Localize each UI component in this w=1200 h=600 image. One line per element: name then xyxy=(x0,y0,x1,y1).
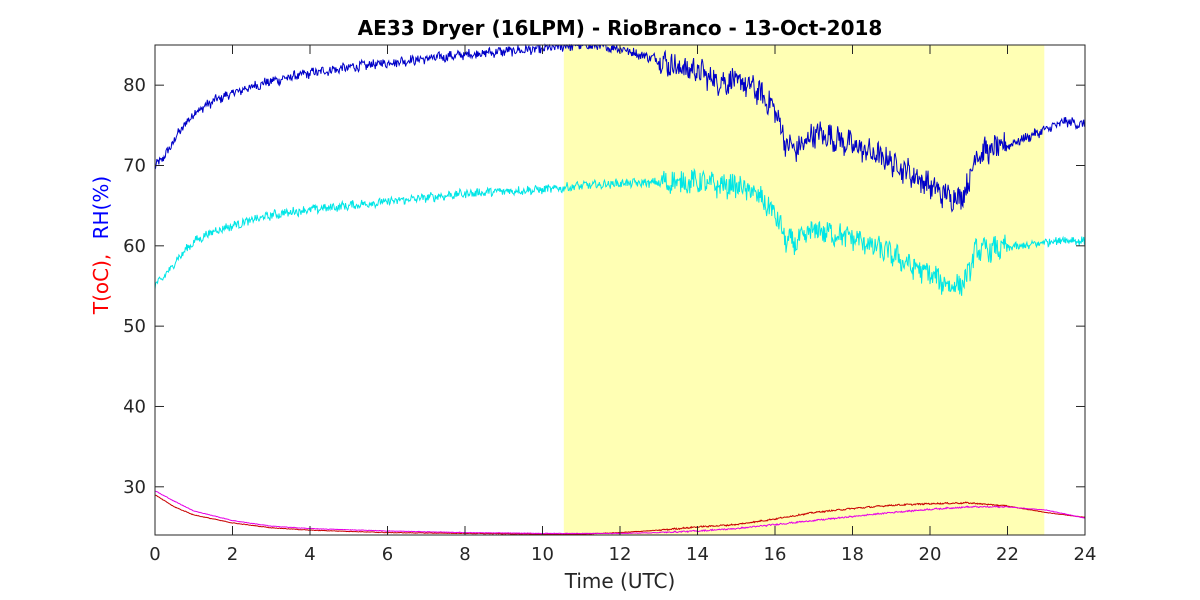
shaded-region xyxy=(563,45,1045,535)
x-tick-label: 10 xyxy=(531,544,554,565)
x-tick-label: 8 xyxy=(459,544,470,565)
y-axis-label: T(oC), RH(%) xyxy=(89,176,113,315)
x-tick-label: 12 xyxy=(609,544,632,565)
y-tick-label: 30 xyxy=(123,477,146,498)
y-tick-label: 60 xyxy=(123,236,146,257)
x-tick-label: 4 xyxy=(304,544,315,565)
x-axis-label: Time (UTC) xyxy=(564,569,676,593)
x-tick-label: 14 xyxy=(686,544,709,565)
y-tick-label: 70 xyxy=(123,155,146,176)
x-tick-label: 2 xyxy=(227,544,238,565)
x-tick-label: 18 xyxy=(841,544,864,565)
series-line-1 xyxy=(154,167,1086,296)
x-tick-label: 20 xyxy=(919,544,942,565)
x-tick-label: 6 xyxy=(382,544,393,565)
x-tick-label: 16 xyxy=(764,544,787,565)
y-axis-label-humidity: RH(%) xyxy=(89,176,113,240)
chart-title: AE33 Dryer (16LPM) - RioBranco - 13-Oct-… xyxy=(358,16,883,40)
x-tick-label: 0 xyxy=(149,544,160,565)
x-tick-label: 24 xyxy=(1074,544,1097,565)
x-tick-label: 22 xyxy=(996,544,1019,565)
y-tick-label: 40 xyxy=(123,396,146,417)
y-tick-label: 50 xyxy=(123,316,146,337)
y-tick-label: 80 xyxy=(123,75,146,96)
y-axis-label-temperature: T(oC), xyxy=(89,254,113,315)
